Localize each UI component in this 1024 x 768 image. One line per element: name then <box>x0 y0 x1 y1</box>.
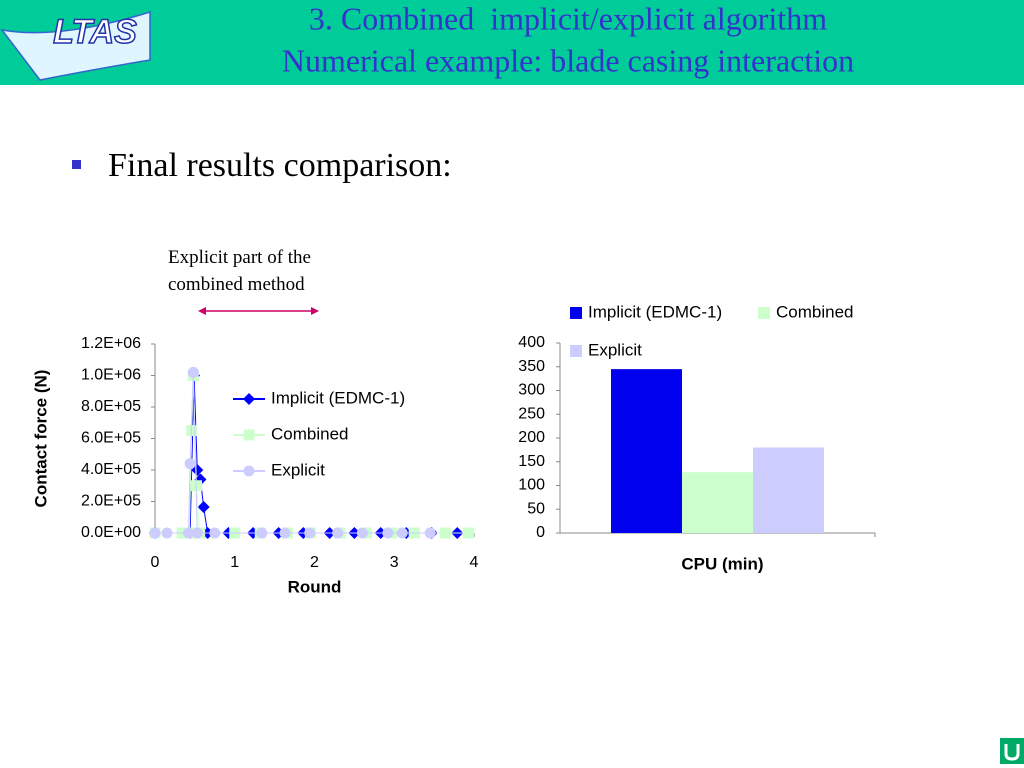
x-axis-title: Round <box>288 577 342 596</box>
bar <box>611 369 682 533</box>
marker <box>462 527 474 539</box>
slide-title: 3. Combined implicit/explicit algorithm <box>309 0 827 36</box>
legend-marker <box>243 465 255 477</box>
bar <box>753 447 824 533</box>
marker <box>439 527 451 539</box>
marker <box>197 501 210 514</box>
legend-label: Explicit <box>271 460 325 479</box>
marker <box>396 527 408 539</box>
x-tick-label: 0 <box>151 554 160 571</box>
legend-marker <box>243 429 255 441</box>
y-tick-label: 300 <box>518 382 545 399</box>
y-tick-label: 1.0E+06 <box>81 367 141 384</box>
bar <box>682 472 753 533</box>
y-tick-label: 50 <box>527 500 545 517</box>
legend-label: Explicit <box>588 340 642 359</box>
legend-label: Implicit (EDMC-1) <box>588 302 722 321</box>
y-tick-label: 0 <box>536 524 545 541</box>
header-bar <box>0 0 1024 85</box>
marker <box>187 366 199 378</box>
x-tick-label: 3 <box>390 554 399 571</box>
y-tick-label: 150 <box>518 453 545 470</box>
y-tick-label: 350 <box>518 358 545 375</box>
logo-shape <box>0 10 151 81</box>
legend-label: Combined <box>271 424 349 443</box>
marker <box>182 527 194 539</box>
y-tick-label: 200 <box>518 429 545 446</box>
x-tick-label: 1 <box>230 554 239 571</box>
y-tick-label: 0.0E+00 <box>81 524 141 541</box>
annotation-arrow <box>198 307 319 315</box>
marker <box>191 527 203 539</box>
marker <box>149 527 161 539</box>
x-tick-label: 2 <box>310 554 319 571</box>
legend-swatch <box>570 307 582 319</box>
y-tick-label: 8.0E+05 <box>81 398 141 415</box>
legend-swatch <box>758 307 770 319</box>
marker <box>304 527 316 539</box>
y-tick-label: 2.0E+05 <box>81 493 141 510</box>
y-axis-title: Contact force (N) <box>31 370 50 508</box>
x-axis-title: CPU (min) <box>681 554 763 573</box>
y-tick-label: 6.0E+05 <box>81 430 141 447</box>
legend-label: Combined <box>776 302 854 321</box>
legend-label: Implicit (EDMC-1) <box>271 388 405 407</box>
logo: LTAS <box>0 10 151 81</box>
marker <box>184 458 196 470</box>
y-tick-label: 100 <box>518 477 545 494</box>
y-tick-label: 4.0E+05 <box>81 461 141 478</box>
annotation: Explicit part of the combined method <box>168 247 311 295</box>
legend-swatch <box>570 345 582 357</box>
marker <box>332 527 344 539</box>
annotation-line: combined method <box>168 274 305 295</box>
marker <box>279 527 291 539</box>
marker <box>382 527 394 539</box>
bullet-marker <box>72 160 81 169</box>
marker <box>209 527 221 539</box>
x-tick-label: 4 <box>470 554 479 571</box>
slide-title: Numerical example: blade casing interact… <box>282 42 854 78</box>
y-tick-label: 1.2E+06 <box>81 335 141 352</box>
marker <box>356 527 368 539</box>
bullet-text: Final results comparison: <box>108 147 452 184</box>
legend-marker <box>243 393 255 405</box>
logo-text: LTAS <box>53 13 137 51</box>
nav-icon-glyph <box>1004 744 1020 761</box>
marker <box>424 527 436 539</box>
marker <box>256 527 268 539</box>
annotation-line: Explicit part of the <box>168 247 311 268</box>
y-tick-label: 250 <box>518 405 545 422</box>
y-tick-label: 400 <box>518 334 545 351</box>
marker <box>161 527 173 539</box>
